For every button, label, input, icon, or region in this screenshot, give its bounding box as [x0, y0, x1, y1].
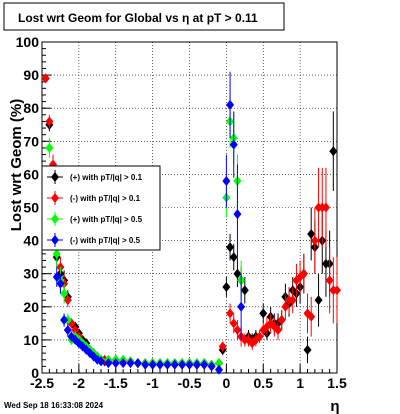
data-point — [233, 324, 242, 335]
data-point — [97, 356, 105, 367]
x-tick-label: 1 — [296, 375, 304, 391]
data-point — [60, 315, 69, 326]
data-marks — [41, 71, 341, 375]
data-point — [226, 99, 235, 110]
data-point — [314, 295, 323, 306]
data-point — [329, 146, 338, 157]
data-point — [299, 268, 308, 279]
data-point — [156, 359, 164, 370]
data-point — [45, 116, 54, 127]
y-tick-label: 60 — [23, 166, 39, 182]
data-point — [303, 344, 312, 355]
data-point — [229, 139, 238, 150]
legend-label: (+) with pT/|q| > 0.5 — [70, 215, 143, 224]
y-tick-label: 90 — [23, 67, 39, 83]
legend-label: (+) with pT/|q| > 0.1 — [70, 173, 143, 182]
data-point — [226, 242, 235, 253]
data-point — [233, 209, 242, 220]
y-tick-label: 30 — [23, 266, 39, 282]
x-tick-label: 0.5 — [254, 375, 274, 391]
data-point — [215, 358, 223, 369]
data-point — [259, 308, 268, 319]
data-point — [333, 285, 341, 296]
y-axis-title: Lost wrt Geom (%) — [8, 99, 25, 232]
data-point — [274, 324, 282, 335]
data-point — [163, 359, 172, 370]
legend-marker — [51, 214, 59, 224]
timestamp: Wed Sep 18 16:33:08 2024 — [4, 401, 104, 410]
data-point — [133, 358, 142, 369]
data-point — [233, 268, 242, 279]
data-point — [237, 301, 246, 312]
data-point — [192, 359, 201, 370]
data-point — [222, 176, 231, 187]
legend-label: (-) with pT/|q| > 0.1 — [70, 194, 141, 203]
legend: (+) with pT/|q| > 0.1 (-) with pT/|q| > 0… — [41, 165, 161, 251]
y-tick-label: 0 — [31, 365, 39, 381]
data-point — [60, 288, 69, 299]
data-point — [126, 358, 135, 369]
title-box — [3, 2, 285, 31]
chart-title: Lost wrt Geom for Global vs η at pT > 0.… — [18, 11, 258, 25]
data-point — [52, 248, 61, 259]
y-tick-label: 20 — [23, 299, 39, 315]
x-tick-label: 1.5 — [327, 375, 347, 391]
legend-box — [41, 165, 161, 251]
data-point — [229, 318, 238, 329]
data-point — [288, 295, 297, 306]
series-4 — [52, 71, 246, 375]
y-tick-label: 10 — [23, 332, 39, 348]
data-point — [222, 281, 231, 292]
data-point — [170, 359, 179, 370]
data-point — [63, 324, 72, 335]
data-point — [307, 311, 316, 322]
data-point — [104, 358, 113, 369]
x-tick-label: -0.5 — [177, 375, 201, 391]
x-tick-label: -1 — [146, 375, 159, 391]
legend-marker — [51, 193, 59, 203]
data-point — [218, 341, 227, 352]
y-tick-label: 50 — [23, 200, 39, 216]
data-point — [63, 295, 72, 306]
legend-label: (-) with pT/|q| > 0.5 — [70, 236, 141, 245]
data-point — [277, 315, 286, 326]
data-point — [185, 359, 194, 370]
data-point — [226, 308, 235, 319]
data-point — [200, 359, 209, 370]
legend-marker — [51, 172, 59, 182]
data-point — [229, 252, 238, 263]
y-tick-label: 40 — [23, 233, 39, 249]
data-point — [111, 358, 120, 369]
y-tick-label: 100 — [16, 34, 40, 50]
data-point — [325, 275, 334, 286]
data-point — [240, 285, 249, 296]
data-point — [178, 359, 187, 370]
data-point — [119, 358, 128, 369]
data-point — [207, 361, 216, 372]
data-point — [321, 202, 330, 213]
x-tick-label: -2.5 — [30, 375, 54, 391]
data-point — [148, 359, 157, 370]
data-point — [307, 228, 316, 239]
data-point — [71, 324, 80, 335]
data-point — [52, 272, 61, 283]
x-tick-label: -1.5 — [104, 375, 128, 391]
x-axis-title: η — [330, 398, 339, 414]
data-point — [310, 235, 319, 246]
y-axis: 0 10 20 30 40 50 60 70 80 90 100 — [16, 34, 51, 381]
y-tick-label: 70 — [23, 133, 39, 149]
x-tick-label: 0 — [222, 375, 230, 391]
legend-marker — [51, 235, 59, 245]
data-point — [281, 301, 290, 312]
data-point — [45, 142, 54, 153]
data-point — [56, 278, 65, 289]
data-point — [215, 364, 223, 375]
y-tick-label: 80 — [23, 100, 39, 116]
data-point — [255, 331, 264, 342]
data-point — [141, 359, 150, 370]
x-tick-label: -2 — [73, 375, 86, 391]
data-point — [41, 73, 50, 84]
